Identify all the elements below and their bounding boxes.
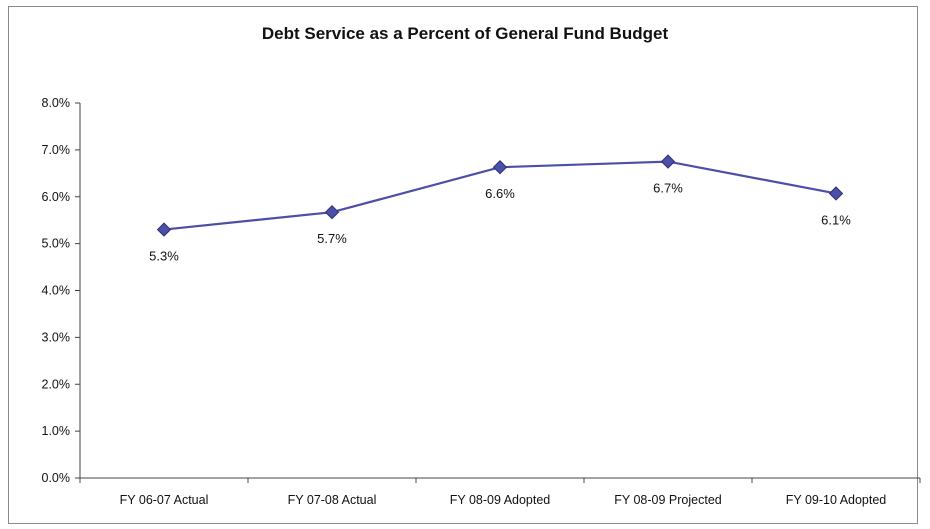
data-label: 5.7% bbox=[317, 231, 347, 246]
data-point-marker bbox=[492, 160, 508, 175]
y-tick-label: 7.0% bbox=[42, 143, 71, 157]
data-point-marker bbox=[156, 222, 172, 237]
data-point-marker bbox=[324, 205, 340, 220]
y-tick-label: 4.0% bbox=[42, 284, 71, 298]
data-point-marker bbox=[660, 154, 676, 169]
y-tick-label: 8.0% bbox=[42, 96, 71, 110]
chart-frame bbox=[8, 6, 918, 524]
y-tick-label: 0.0% bbox=[42, 471, 71, 485]
data-label: 5.3% bbox=[149, 249, 179, 264]
x-tick-label: FY 08-09 Projected bbox=[614, 493, 722, 507]
data-label: 6.1% bbox=[821, 212, 851, 227]
x-tick-label: FY 09-10 Adopted bbox=[786, 493, 887, 507]
y-tick-label: 3.0% bbox=[42, 330, 71, 344]
y-tick-label: 2.0% bbox=[42, 377, 71, 391]
y-tick-label: 6.0% bbox=[42, 190, 71, 204]
x-tick-label: FY 07-08 Actual bbox=[288, 493, 377, 507]
x-tick-label: FY 08-09 Adopted bbox=[450, 493, 551, 507]
y-tick-label: 1.0% bbox=[42, 424, 71, 438]
data-label: 6.6% bbox=[485, 186, 515, 201]
data-point-marker bbox=[828, 186, 844, 201]
y-tick-label: 5.0% bbox=[42, 237, 71, 251]
data-label: 6.7% bbox=[653, 181, 683, 196]
x-tick-label: FY 06-07 Actual bbox=[120, 493, 209, 507]
chart-title: Debt Service as a Percent of General Fun… bbox=[261, 24, 669, 43]
